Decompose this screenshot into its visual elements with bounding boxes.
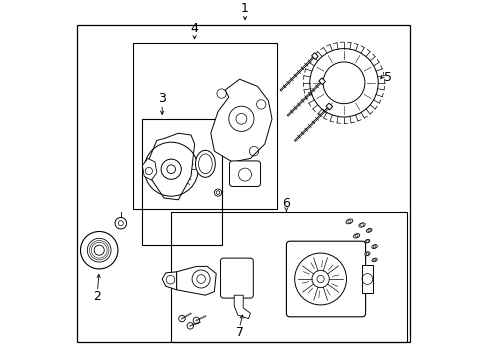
Ellipse shape bbox=[365, 252, 370, 256]
Polygon shape bbox=[162, 272, 176, 290]
Polygon shape bbox=[326, 103, 333, 110]
Bar bbox=[171, 212, 407, 342]
FancyBboxPatch shape bbox=[286, 241, 366, 317]
Polygon shape bbox=[234, 295, 250, 319]
Polygon shape bbox=[362, 265, 373, 293]
Ellipse shape bbox=[372, 245, 377, 248]
FancyBboxPatch shape bbox=[220, 258, 253, 298]
Ellipse shape bbox=[196, 150, 215, 177]
Ellipse shape bbox=[346, 219, 353, 224]
Text: 1: 1 bbox=[241, 3, 249, 15]
Text: 2: 2 bbox=[94, 291, 101, 303]
Text: 4: 4 bbox=[191, 22, 198, 35]
Text: 3: 3 bbox=[158, 93, 166, 105]
Text: 7: 7 bbox=[236, 327, 244, 339]
Text: 5: 5 bbox=[384, 71, 392, 84]
Polygon shape bbox=[211, 79, 272, 162]
Text: 6: 6 bbox=[282, 197, 291, 210]
Ellipse shape bbox=[353, 234, 360, 238]
Ellipse shape bbox=[198, 154, 212, 174]
Polygon shape bbox=[312, 53, 318, 59]
Bar bbox=[143, 119, 221, 245]
Ellipse shape bbox=[365, 239, 370, 243]
Bar bbox=[133, 43, 277, 209]
Bar bbox=[77, 25, 410, 342]
Polygon shape bbox=[148, 133, 195, 200]
Polygon shape bbox=[319, 78, 325, 85]
Polygon shape bbox=[176, 266, 216, 295]
FancyBboxPatch shape bbox=[229, 161, 261, 186]
Polygon shape bbox=[143, 158, 157, 180]
Ellipse shape bbox=[372, 258, 377, 262]
Ellipse shape bbox=[367, 229, 372, 232]
Ellipse shape bbox=[359, 223, 365, 227]
